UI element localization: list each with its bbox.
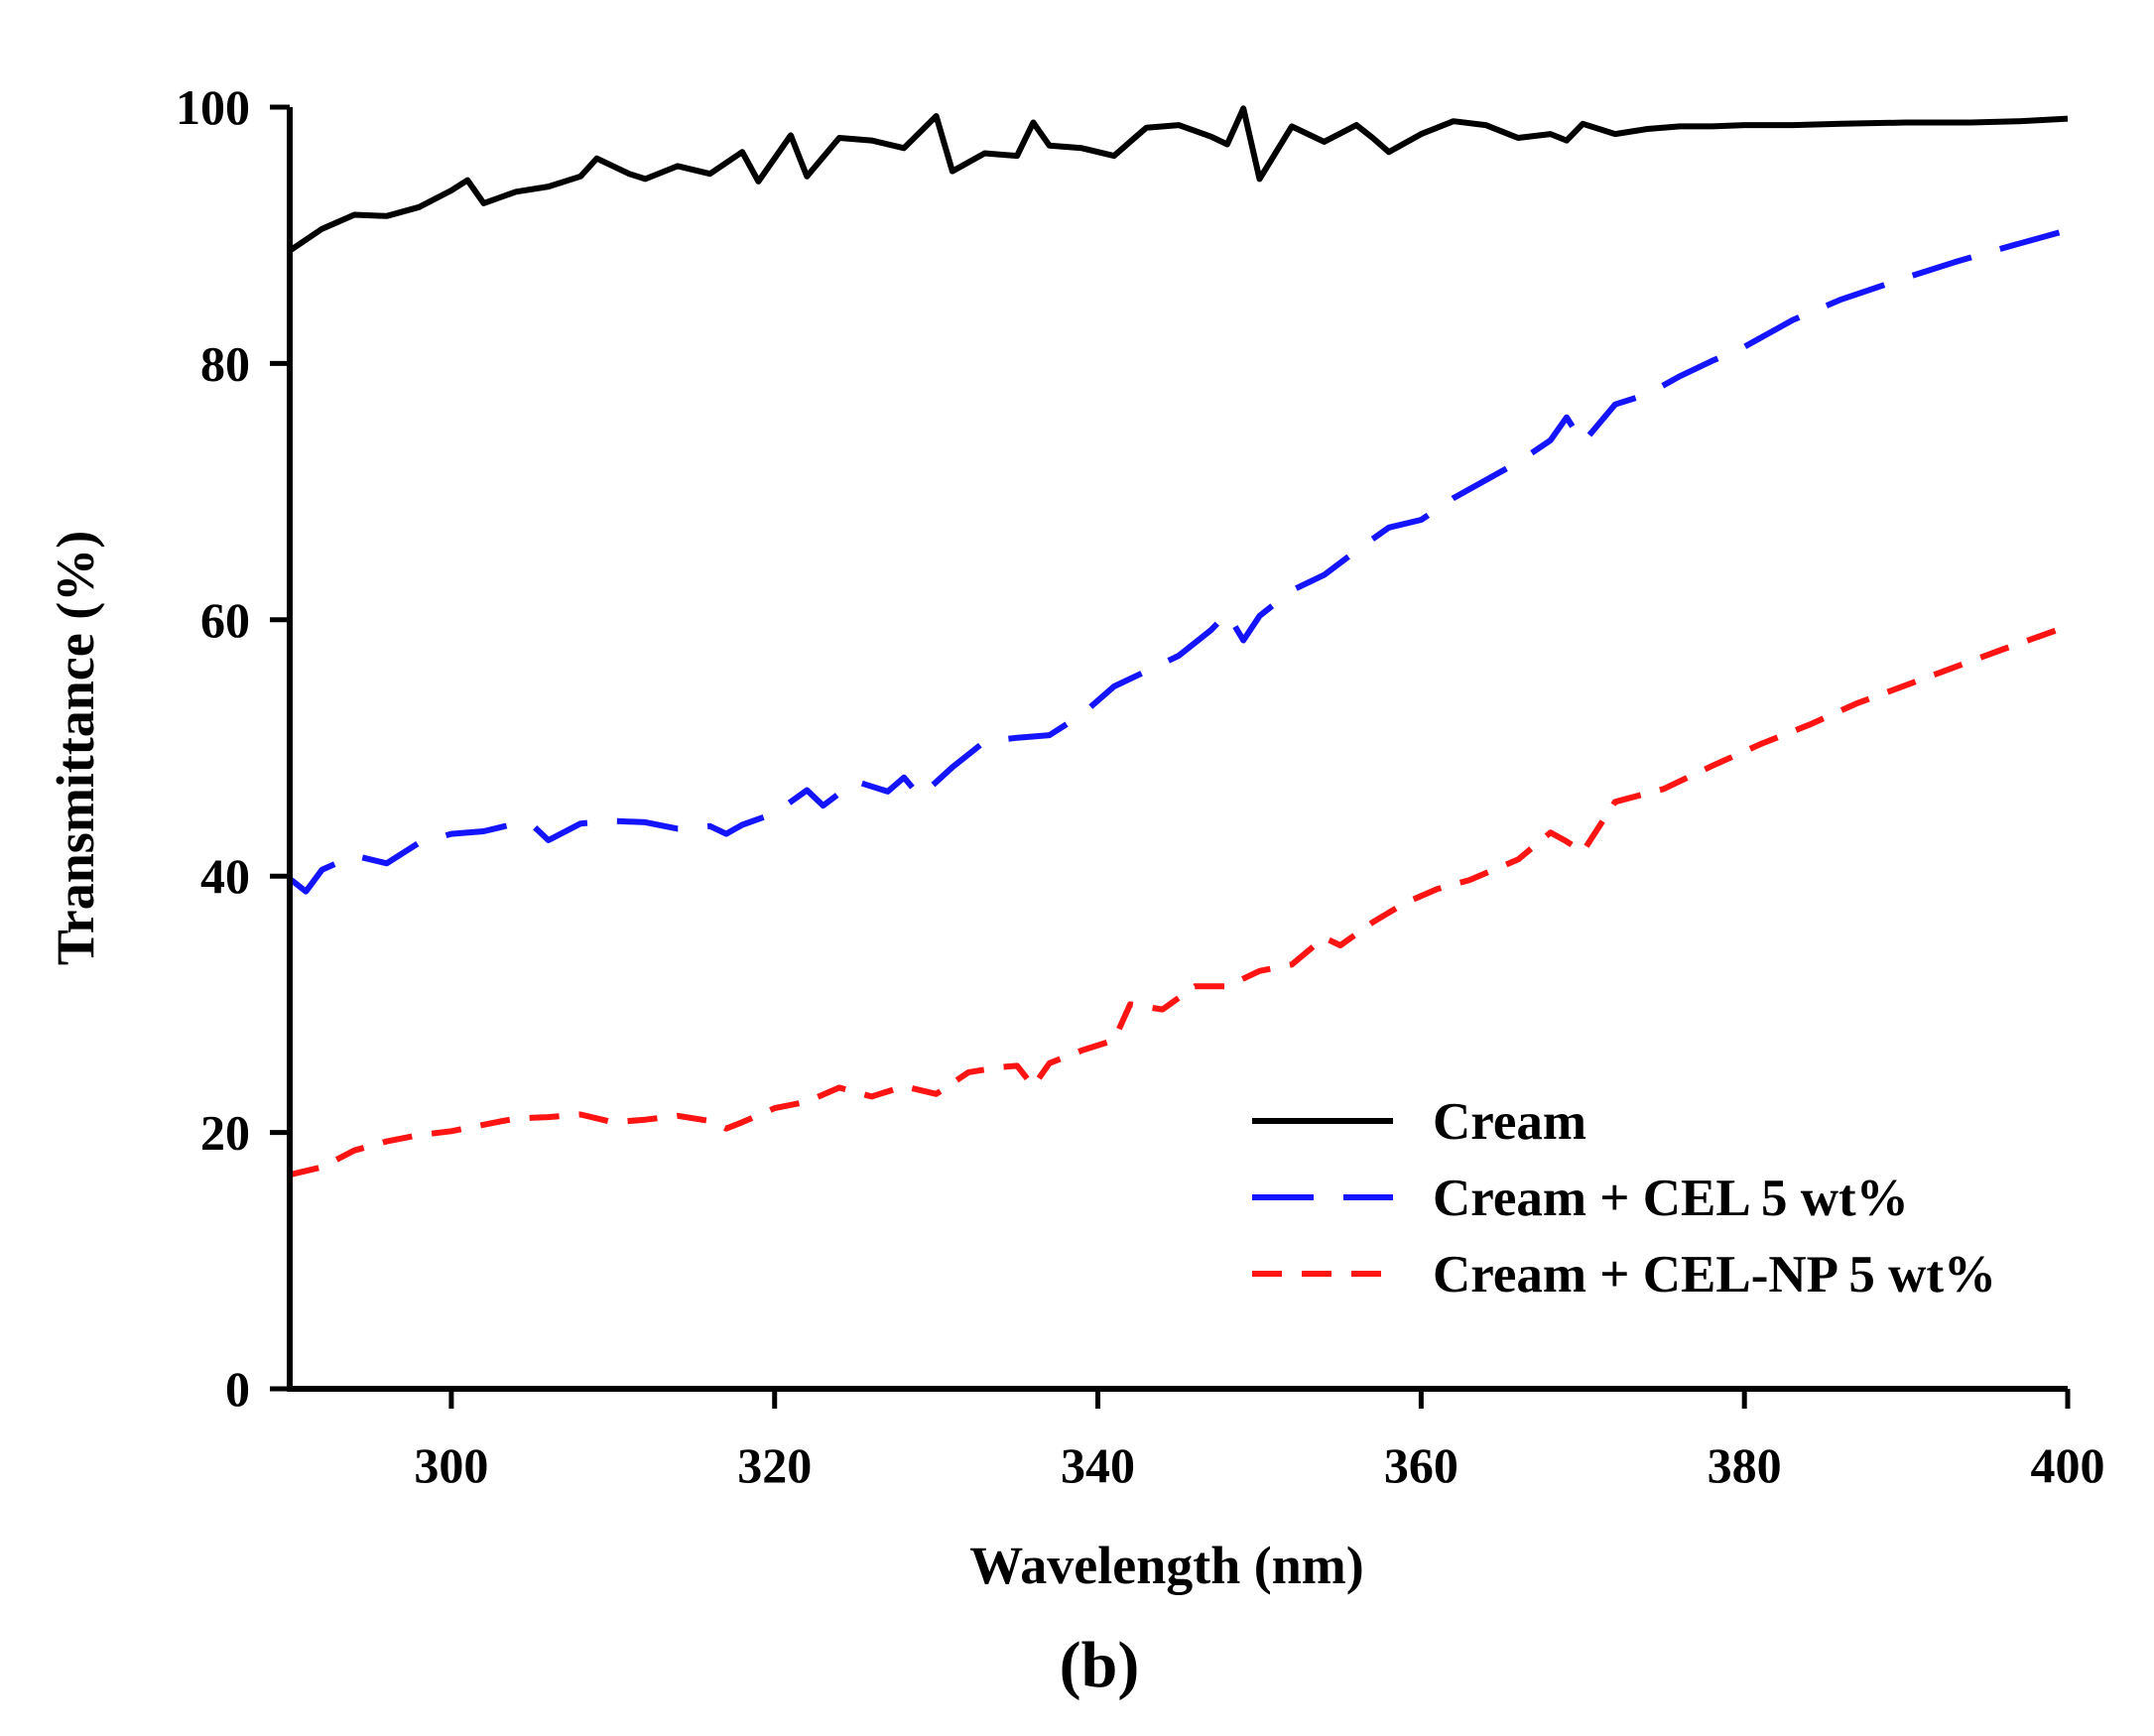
legend-label-3: Cream + CEL-NP 5 wt% bbox=[1433, 1246, 1996, 1303]
legend-label-2: Cream + CEL 5 wt% bbox=[1433, 1170, 1909, 1227]
x-tick-label: 400 bbox=[2031, 1437, 2105, 1493]
y-tick-label: 40 bbox=[200, 848, 250, 904]
x-axis-title: Wavelength (nm) bbox=[969, 1536, 1364, 1595]
x-tick-label: 340 bbox=[1061, 1437, 1135, 1493]
y-tick-label: 0 bbox=[225, 1361, 250, 1417]
y-tick-label: 60 bbox=[200, 592, 250, 648]
x-tick-label: 300 bbox=[414, 1437, 488, 1493]
axes: 300 320 340 360 380 400 0 20 40 60 80 100 bbox=[176, 79, 2105, 1493]
x-tick-label: 360 bbox=[1384, 1437, 1458, 1493]
series-line-2 bbox=[288, 227, 2069, 895]
series-line-3 bbox=[289, 623, 2070, 1178]
series-line-1 bbox=[288, 105, 2069, 254]
legend: Cream Cream + CEL 5 wt% Cream + CEL-NP 5 w… bbox=[1252, 1093, 1996, 1303]
plot-lines bbox=[288, 105, 2070, 1178]
y-tick-label: 80 bbox=[200, 335, 250, 391]
x-tick-label: 380 bbox=[1708, 1437, 1782, 1493]
y-ticks: 0 20 40 60 80 100 bbox=[176, 79, 290, 1417]
y-axis-title: Transmittance (%) bbox=[46, 531, 105, 965]
panel-label: (b) bbox=[1060, 1629, 1140, 1701]
legend-label-1: Cream bbox=[1433, 1093, 1586, 1151]
y-tick-label: 20 bbox=[200, 1105, 250, 1161]
x-tick-label: 320 bbox=[737, 1437, 812, 1493]
x-ticks: 300 320 340 360 380 400 bbox=[414, 1389, 2105, 1493]
y-tick-label: 100 bbox=[176, 79, 250, 135]
